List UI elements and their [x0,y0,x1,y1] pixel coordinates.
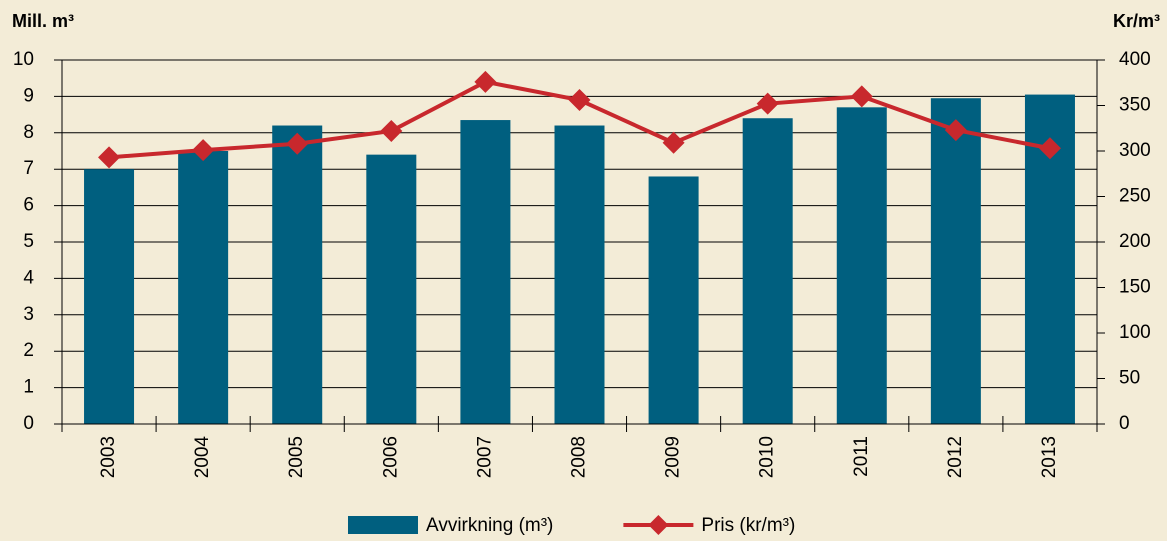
legend-marker [648,515,669,535]
bar [836,107,887,424]
x-tick-label: 2007 [474,436,495,478]
marker [756,92,779,115]
y-tick-label: 0 [23,413,34,434]
bar [460,120,511,424]
marker [944,119,967,142]
y-axis-title: Mill. m³ [12,11,74,31]
bar [178,151,229,424]
x-tick-label: 2012 [945,436,966,478]
bar [648,176,699,424]
x-tick-label: 2013 [1039,436,1060,478]
marker [192,139,215,162]
y2-tick-label: 350 [1119,95,1151,116]
y-tick-label: 9 [23,85,34,106]
y2-tick-label: 150 [1119,277,1151,298]
y-tick-label: 10 [13,49,34,70]
marker [568,89,591,112]
y-tick-label: 4 [23,267,34,288]
x-tick-label: 2009 [663,436,684,478]
marker [380,119,403,142]
bar [272,125,323,425]
bar [554,125,605,425]
y-tick-label: 1 [23,377,34,398]
x-tick-label: 2003 [98,436,119,478]
bar [84,169,135,424]
y2-tick-label: 50 [1119,368,1140,389]
legend-label: Avvirkning (m³) [426,515,553,536]
y2-tick-label: 300 [1119,140,1151,161]
marker [662,131,685,154]
marker [1038,137,1061,160]
y2-axis-title: Kr/m³ [1113,11,1160,31]
marker [474,70,497,93]
bar [742,118,793,425]
x-tick-label: 2010 [757,436,778,478]
y-tick-label: 7 [23,158,34,179]
y-tick-label: 5 [23,231,34,252]
y2-tick-label: 400 [1119,49,1151,70]
x-tick-label: 2005 [286,436,307,478]
y2-tick-label: 0 [1119,413,1130,434]
y2-tick-label: 250 [1119,186,1151,207]
marker [850,85,873,108]
y-tick-label: 3 [23,304,34,325]
marker [98,146,121,169]
y-tick-label: 6 [23,195,34,216]
x-tick-label: 2004 [192,436,213,479]
x-tick-label: 2011 [851,436,872,477]
legend-label: Pris (kr/m³) [701,515,795,536]
bar [930,98,981,424]
y2-tick-label: 200 [1119,231,1151,252]
y-tick-label: 8 [23,122,34,143]
bar [366,154,417,424]
x-tick-label: 2008 [569,436,590,478]
y2-tick-label: 100 [1119,322,1151,343]
x-tick-label: 2006 [380,436,401,478]
marker [286,132,309,155]
legend-swatch [348,516,418,534]
y-tick-label: 2 [23,340,34,361]
